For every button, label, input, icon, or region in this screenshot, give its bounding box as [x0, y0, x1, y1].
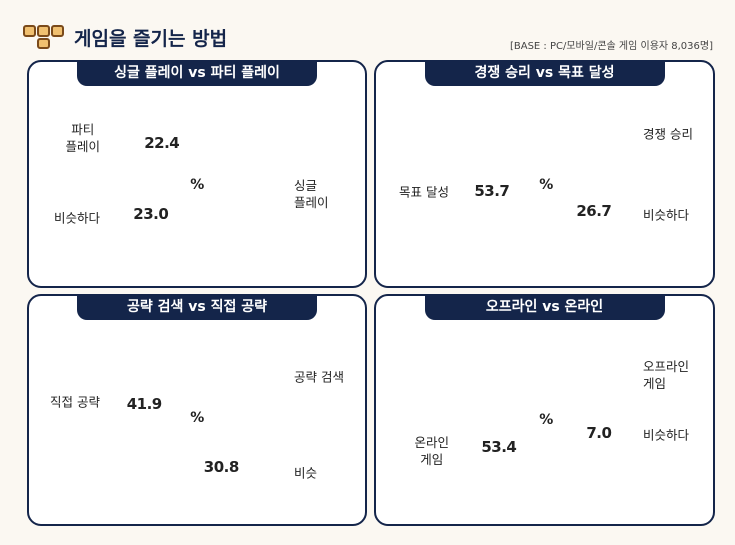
value-label: 54.6 — [233, 183, 269, 202]
value-label: 53.4 — [481, 438, 517, 457]
category-label: 비슷하다 — [53, 210, 100, 226]
category-label: 오프라인 게임 — [643, 359, 690, 392]
panel-title: 싱글 플레이 vs 파티 플레이 — [77, 60, 317, 86]
category-label: 직접 공략 — [50, 394, 100, 410]
value-label: 27.2 — [220, 373, 257, 392]
value-label: 23.0 — [133, 204, 169, 223]
chart-panel: 공략 검색 vs 직접 공략 — [27, 294, 367, 526]
value-label: 53.7 — [474, 182, 510, 201]
value-label: 30.8 — [203, 457, 240, 476]
value-label: 41.9 — [126, 395, 163, 414]
category-label: 공략 검색 — [294, 369, 344, 385]
category-label: 비슷하다 — [643, 427, 690, 443]
center-label: % — [539, 177, 553, 193]
base-note: [BASE : PC/모바일/콘솔 게임 이용자 8,036명] — [509, 41, 713, 52]
page-title: 게임을 즐기는 방법 — [74, 28, 228, 50]
value-label: 22.4 — [144, 134, 180, 153]
category-label: 경쟁 승리 — [643, 126, 693, 142]
chart-panel: 경쟁 승리 vs 목표 달성 — [374, 60, 715, 288]
center-label: % — [190, 177, 204, 193]
category-label: 목표 달성 — [399, 184, 449, 200]
value-label: 7.0 — [586, 424, 612, 443]
panel-title: 공략 검색 vs 직접 공략 — [77, 294, 317, 320]
category-label: 비슷 — [294, 465, 318, 481]
category-label: 파티 플레이 — [65, 121, 100, 154]
value-label: 19.6 — [566, 371, 602, 390]
category-label: 온라인 게임 — [414, 435, 449, 468]
value-label: 19.6 — [559, 131, 596, 150]
center-label: % — [190, 410, 204, 426]
chart-panel: 오프라인 vs 온라인 — [374, 294, 715, 526]
value-label: 26.7 — [576, 202, 612, 221]
panel-title: 경쟁 승리 vs 목표 달성 — [424, 60, 665, 86]
center-label: % — [539, 412, 553, 428]
category-label: 비슷하다 — [643, 207, 690, 223]
category-label: 싱글 플레이 — [294, 177, 329, 210]
panel-title: 오프라인 vs 온라인 — [424, 294, 665, 320]
logo-icon — [23, 25, 64, 49]
chart-panel: 싱글 플레이 vs 파티 플레이 — [27, 60, 367, 288]
